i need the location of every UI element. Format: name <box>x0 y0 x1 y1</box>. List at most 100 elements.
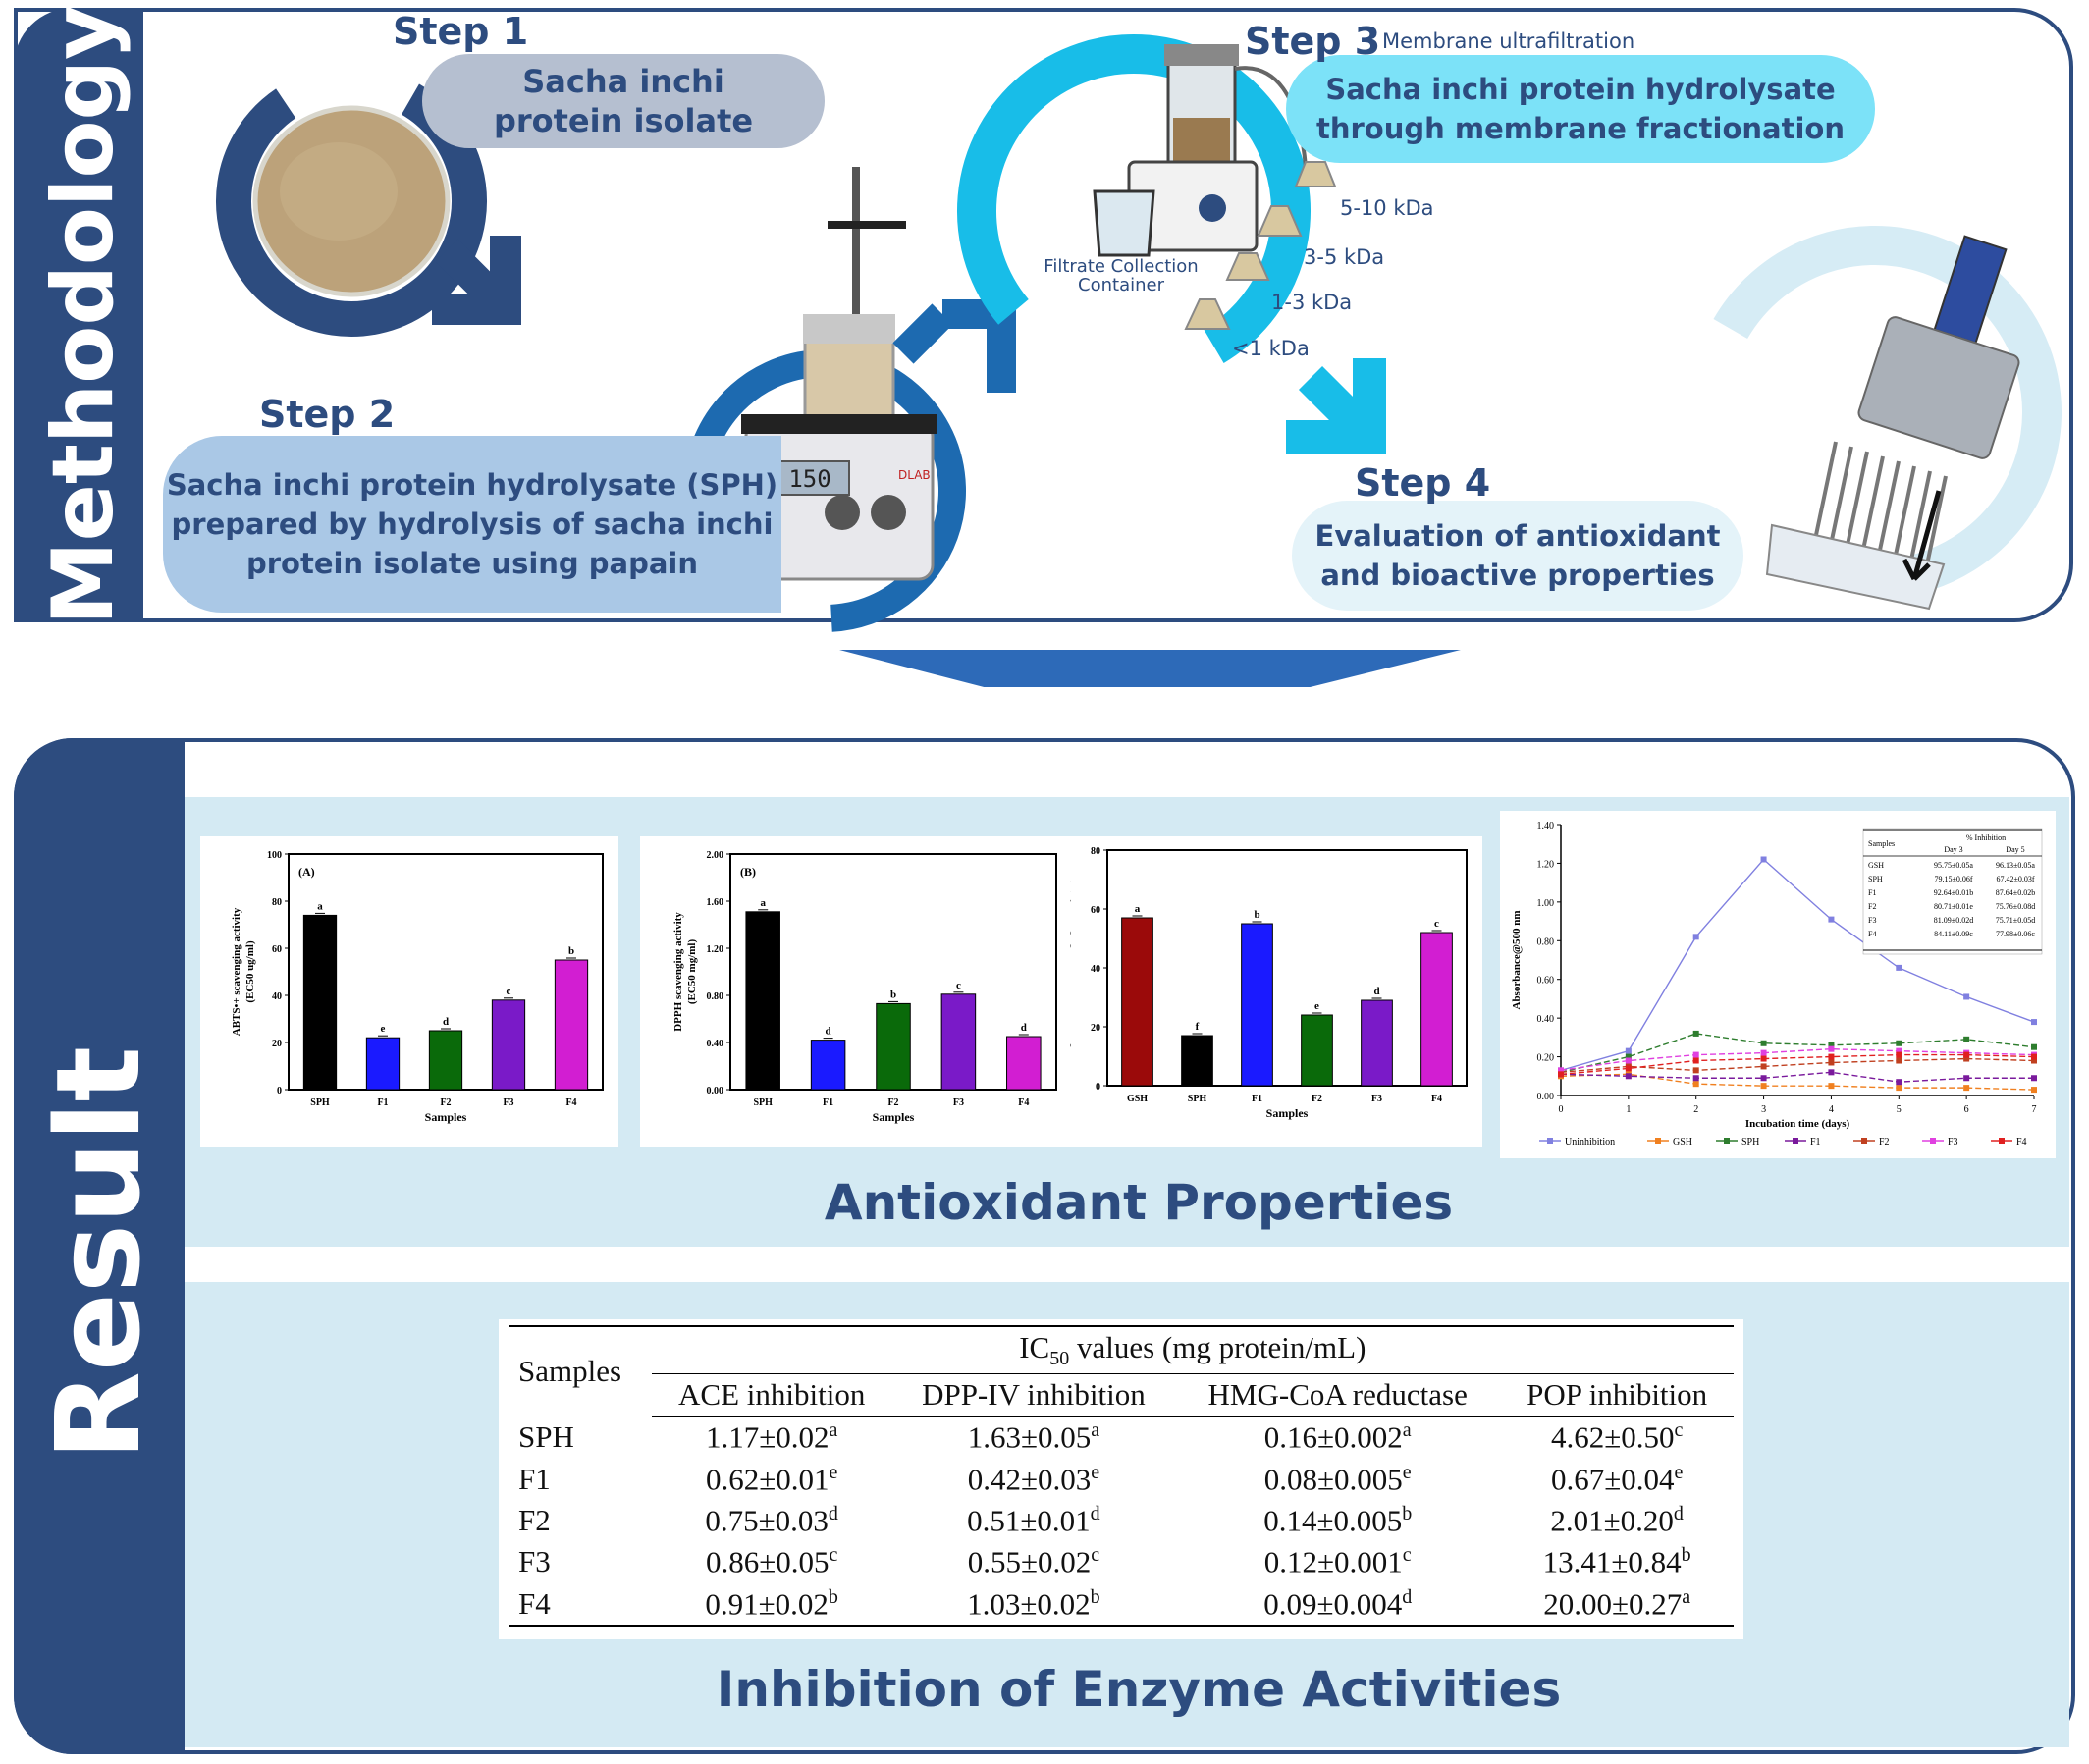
y-tick-label: 1.00 <box>1537 898 1555 909</box>
y-tick-label: 40 <box>1091 964 1100 975</box>
inset-cell: 92.64±0.01b <box>1934 888 1973 897</box>
table-cell: 0.14±0.005b <box>1175 1500 1500 1541</box>
inset-cell: 84.11±0.09c <box>1934 930 1973 938</box>
data-point <box>1828 1053 1835 1060</box>
svg-text:DLAB: DLAB <box>898 468 931 482</box>
y-axis-label-line1: ABTS•+ scavenging activity <box>231 907 242 1036</box>
data-point <box>1692 934 1699 940</box>
cell-value: 0.86±0.05 <box>705 1544 830 1579</box>
step4-pill: Evaluation of antioxidant and bioactive … <box>1292 501 1743 611</box>
bar <box>745 911 780 1091</box>
y-tick-label: 100 <box>267 850 282 861</box>
legend-marker <box>1547 1138 1553 1144</box>
flask-icons <box>1184 161 1337 330</box>
cell-value: 0.67±0.04 <box>1550 1461 1675 1496</box>
x-tick-label: F1 <box>1252 1094 1262 1104</box>
table-cell: 1.17±0.02a <box>652 1417 892 1459</box>
bar <box>491 999 526 1091</box>
significance-letter: e <box>1314 1000 1319 1012</box>
step2-title: Step 2 <box>259 393 396 436</box>
table-cell: 0.12±0.001c <box>1175 1541 1500 1582</box>
bar <box>1301 1014 1333 1087</box>
significance-letter: b <box>1254 909 1259 921</box>
y-tick-label: 80 <box>1091 846 1100 857</box>
significance-letter: c <box>1434 918 1439 930</box>
cell-value: 0.09±0.004 <box>1263 1585 1403 1621</box>
x-tick-label: 0 <box>1559 1104 1564 1115</box>
table-cell: 0.42±0.03e <box>892 1459 1175 1500</box>
cell-value: 0.42±0.03 <box>967 1461 1092 1496</box>
x-axis-label: Incubation time (days) <box>1745 1118 1850 1130</box>
data-point <box>1828 1059 1835 1066</box>
inset-cell: 77.98±0.06c <box>1996 930 2035 938</box>
enzyme-title: Inhibition of Enzyme Activities <box>716 1661 1562 1718</box>
data-point <box>1760 1083 1767 1090</box>
data-point <box>1692 1067 1699 1074</box>
x-tick-label: SPH <box>310 1097 330 1108</box>
significance-letter: b <box>828 1585 838 1608</box>
inset-cell: 87.64±0.02b <box>1996 888 2035 897</box>
stirrer-knob-left <box>825 495 860 530</box>
x-tick-label: 7 <box>2032 1104 2037 1115</box>
significance-letter: f <box>1196 1021 1200 1033</box>
y-tick-label: 40 <box>272 991 282 1002</box>
fraction-label: <1 kDa <box>1232 337 1310 360</box>
inset-header: % Inhibition <box>1966 833 2006 842</box>
data-point <box>2031 1019 2037 1026</box>
significance-letter: c <box>1674 1419 1684 1442</box>
filtrate-label-line2: Container <box>1078 275 1164 295</box>
significance-letter: e <box>1091 1461 1100 1483</box>
step4-title: Step 4 <box>1355 461 1491 505</box>
table-cell: 0.08±0.005e <box>1175 1459 1500 1500</box>
table-cell: 0.16±0.002a <box>1175 1417 1500 1459</box>
chart-panel-absorbance: 0.00 0.20 0.40 0.60 0.80 1.00 1.20 1.40 0 1 2 3 4 5 6 7… <box>1500 811 2056 1158</box>
inset-cell: 96.13±0.05a <box>1996 861 2035 870</box>
down-arrow-icon <box>839 650 1461 687</box>
data-point <box>2031 1053 2037 1060</box>
significance-letter: d <box>826 1026 831 1038</box>
data-point <box>1760 1075 1767 1082</box>
data-point <box>1963 1075 1970 1082</box>
y-tick-label: 60 <box>1091 905 1100 916</box>
data-point <box>2031 1075 2037 1082</box>
step3-arrow-icon <box>1286 358 1386 454</box>
significance-letter: e <box>381 1023 386 1035</box>
result-label: Result <box>30 1046 166 1461</box>
inset-table-bg <box>1862 828 2043 955</box>
x-tick-label: 5 <box>1897 1104 1902 1115</box>
panel-label: (B) <box>740 865 756 879</box>
step4-text-line1: Evaluation of antioxidant <box>1314 519 1721 553</box>
significance-letter: b <box>1681 1544 1691 1567</box>
significance-letter: e <box>829 1461 838 1483</box>
table-row: F2 0.75±0.03d 0.51±0.01d 0.14±0.005b 2.01±0.… <box>509 1500 1734 1541</box>
cell-value: 0.62±0.01 <box>705 1461 830 1496</box>
svg-text:150: 150 <box>788 465 830 493</box>
cell-value: 0.08±0.005 <box>1263 1461 1403 1496</box>
y-tick-label: 0 <box>1096 1082 1100 1093</box>
y-tick-label: 2.00 <box>707 850 724 861</box>
data-point <box>2031 1057 2037 1064</box>
x-tick-label: 4 <box>1829 1104 1834 1115</box>
x-tick-label: F3 <box>1371 1094 1382 1104</box>
cell-value: 13.41±0.84 <box>1542 1544 1682 1579</box>
y-tick-label: 0.40 <box>707 1039 724 1049</box>
y-tick-label: 1.60 <box>707 897 724 908</box>
inset-sub: Day 3 <box>1944 845 1962 854</box>
table-cell: 1.63±0.05a <box>892 1417 1175 1459</box>
table-row: F1 0.62±0.01e 0.42±0.03e 0.08±0.005e 0.67±0.… <box>509 1459 1734 1500</box>
chart-absorbance: 0.000.200.400.600.801.001.201.400 1 2 3 4 5 6 7… <box>1511 821 2043 1148</box>
bar <box>1361 999 1393 1087</box>
legend-marker <box>1861 1138 1867 1144</box>
x-tick-label: F1 <box>823 1097 833 1108</box>
fraction-label: 5-10 kDa <box>1340 196 1434 220</box>
cell-value: 1.63±0.05 <box>967 1419 1092 1455</box>
table-cell: 0.62±0.01e <box>652 1459 892 1500</box>
step1-arrow-icon <box>432 236 521 325</box>
ic50-col-header: ACE inhibition <box>651 1373 892 1417</box>
cell-value: 4.62±0.50 <box>1550 1419 1675 1455</box>
legend-marker <box>1793 1138 1798 1144</box>
chart-abts: 0 20 40 60 80 100 a SPH e F1 d F2 c F3 b F4 Samples (A) AB… <box>231 850 604 1124</box>
step1-pill: Sacha inchi protein isolate <box>422 54 825 148</box>
x-axis-label: Samples <box>1266 1106 1309 1120</box>
row-label: F2 <box>518 1503 551 1537</box>
